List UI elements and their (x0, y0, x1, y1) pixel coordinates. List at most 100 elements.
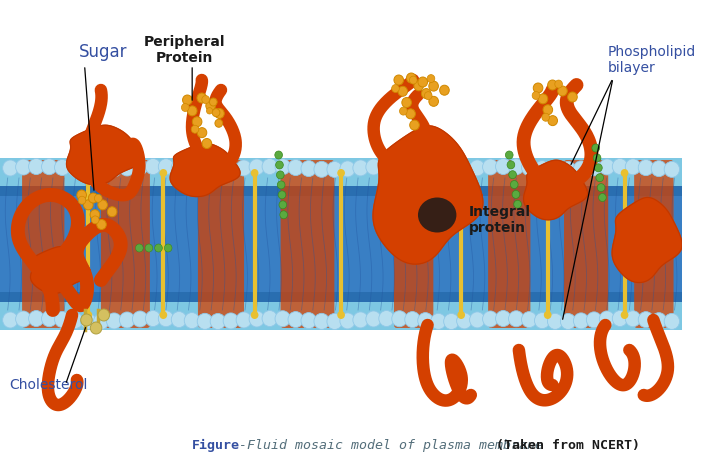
Circle shape (90, 210, 99, 219)
Circle shape (402, 98, 411, 107)
Circle shape (212, 109, 220, 117)
Circle shape (599, 193, 606, 202)
Circle shape (210, 313, 226, 330)
Circle shape (301, 161, 317, 177)
FancyBboxPatch shape (634, 160, 674, 328)
Circle shape (417, 312, 433, 329)
Circle shape (145, 244, 153, 252)
Circle shape (182, 95, 192, 105)
Circle shape (557, 86, 567, 96)
Circle shape (98, 200, 107, 210)
Polygon shape (67, 125, 143, 185)
Circle shape (184, 312, 200, 329)
Circle shape (132, 159, 148, 175)
Circle shape (42, 311, 57, 327)
FancyBboxPatch shape (488, 160, 530, 328)
Circle shape (392, 159, 407, 175)
Circle shape (444, 313, 459, 329)
Circle shape (366, 159, 381, 175)
Circle shape (533, 83, 543, 93)
Text: Integral
protein: Integral protein (469, 205, 531, 235)
Circle shape (80, 161, 96, 177)
Circle shape (236, 312, 251, 328)
Circle shape (542, 113, 550, 121)
Circle shape (119, 312, 135, 328)
FancyBboxPatch shape (280, 160, 334, 328)
Circle shape (236, 160, 251, 176)
Circle shape (638, 160, 654, 176)
Circle shape (249, 311, 264, 327)
Circle shape (406, 109, 415, 119)
Circle shape (626, 159, 640, 175)
Circle shape (522, 311, 537, 327)
Circle shape (417, 161, 433, 177)
Circle shape (414, 81, 424, 91)
Circle shape (496, 311, 511, 326)
Circle shape (398, 86, 408, 96)
Circle shape (3, 160, 18, 176)
Circle shape (560, 313, 576, 329)
Circle shape (444, 162, 459, 177)
Circle shape (586, 312, 602, 328)
Circle shape (146, 311, 160, 326)
Circle shape (84, 311, 92, 319)
Circle shape (651, 161, 667, 177)
Circle shape (612, 158, 628, 175)
Circle shape (599, 159, 615, 175)
Circle shape (276, 171, 284, 179)
Circle shape (42, 159, 57, 175)
Circle shape (197, 127, 207, 138)
Circle shape (394, 75, 403, 85)
Circle shape (84, 200, 93, 210)
Circle shape (621, 169, 628, 177)
Circle shape (392, 311, 407, 327)
Circle shape (664, 162, 679, 177)
Circle shape (314, 313, 329, 329)
Circle shape (594, 154, 601, 162)
Circle shape (353, 160, 368, 176)
Circle shape (431, 161, 446, 177)
Circle shape (429, 96, 439, 106)
Circle shape (621, 311, 628, 319)
Circle shape (651, 312, 667, 329)
Circle shape (547, 313, 563, 329)
Circle shape (508, 159, 524, 175)
Circle shape (392, 85, 399, 92)
Circle shape (78, 196, 86, 204)
Circle shape (418, 77, 427, 87)
Circle shape (405, 311, 420, 327)
Circle shape (28, 311, 44, 326)
Circle shape (158, 159, 174, 175)
Text: Cholesterol: Cholesterol (10, 378, 88, 392)
Circle shape (522, 160, 537, 176)
Circle shape (67, 312, 83, 328)
Circle shape (249, 159, 264, 175)
Circle shape (457, 161, 472, 177)
Circle shape (94, 162, 109, 177)
Circle shape (197, 161, 212, 177)
Circle shape (158, 311, 174, 327)
Text: Figure: Figure (192, 439, 240, 452)
Text: Phospholipid
bilayer: Phospholipid bilayer (607, 45, 696, 75)
Circle shape (192, 117, 202, 127)
Circle shape (560, 162, 576, 177)
Circle shape (89, 193, 98, 203)
Circle shape (544, 311, 552, 319)
Circle shape (77, 190, 87, 200)
Circle shape (507, 161, 515, 169)
Circle shape (379, 158, 394, 175)
Circle shape (506, 151, 513, 159)
Circle shape (406, 73, 416, 83)
Circle shape (379, 311, 394, 326)
Circle shape (535, 161, 550, 177)
Text: Peripheral
Protein: Peripheral Protein (143, 35, 225, 65)
Circle shape (327, 313, 342, 329)
Circle shape (84, 169, 92, 177)
Circle shape (427, 75, 435, 83)
Circle shape (592, 144, 599, 152)
Circle shape (275, 159, 290, 175)
Circle shape (574, 313, 589, 329)
Circle shape (429, 81, 438, 91)
Circle shape (210, 162, 226, 177)
Circle shape (171, 160, 187, 176)
